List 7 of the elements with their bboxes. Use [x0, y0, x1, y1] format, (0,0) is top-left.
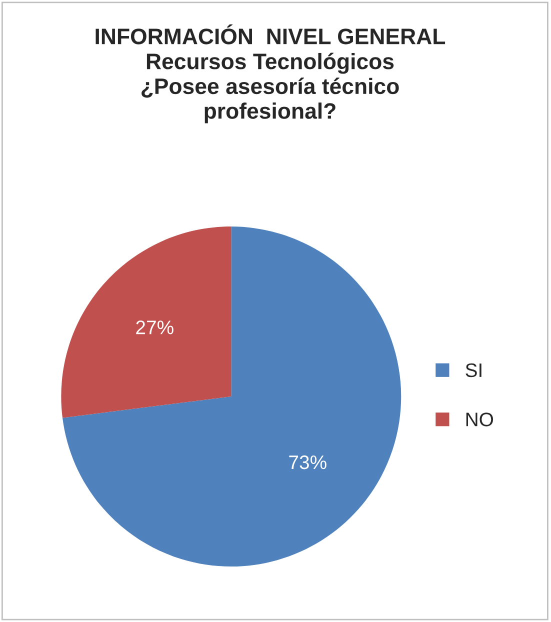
legend-label: SI [466, 363, 482, 378]
data-label: 73% [289, 455, 326, 470]
legend-label: NO [466, 412, 494, 426]
pie-slice [61, 226, 232, 418]
pie-slice [62, 226, 402, 566]
chart-title: INFORMACIÓN NIVEL GENERAL Recursos Tecnológicos ¿Posee asesoría técnico profesional? [96, 24, 446, 124]
data-label: 27% [136, 320, 174, 334]
